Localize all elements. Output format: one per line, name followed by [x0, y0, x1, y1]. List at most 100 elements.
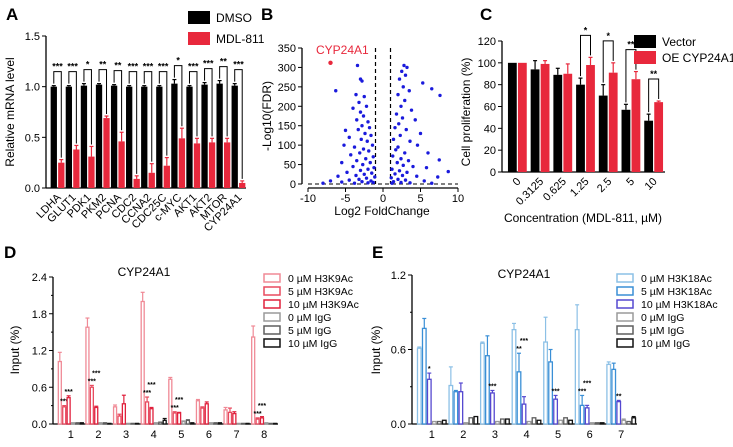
- panel-d-bar: [264, 422, 269, 425]
- panel-a-bar: [73, 149, 80, 188]
- panel-e-bar: [606, 363, 612, 425]
- panel-a-bar: [231, 85, 238, 188]
- panel-d-bar: [217, 422, 223, 425]
- panel-d-bar: [241, 422, 246, 425]
- panel-d-x-tick-label: 2: [95, 429, 101, 441]
- panel-d-bar: [236, 422, 241, 425]
- panel-e-bar: [494, 420, 500, 425]
- panel-d-legend-swatch: [263, 325, 281, 335]
- panel-a-legend-swatch: [188, 11, 210, 24]
- panel-e-legend-label: 5 µM H3K18Ac: [641, 286, 712, 298]
- panel-b-point: [367, 149, 371, 153]
- panel-e-y-tick-label: 1.2: [391, 270, 406, 282]
- panel-b-point: [415, 174, 419, 178]
- panel-e-x-tick-label: 1: [429, 429, 435, 441]
- panel-c-y-tick-label: 100: [478, 58, 496, 70]
- panel-b-point: [371, 155, 375, 159]
- panel-a-bar: [216, 83, 223, 188]
- panel-b-point: [403, 178, 408, 182]
- panel-a-bar: [186, 86, 193, 188]
- panel-c-y-tick-label: 60: [484, 102, 496, 114]
- panel-e-bar: [499, 418, 505, 425]
- panel-d-x-tick-label: 8: [261, 429, 267, 441]
- panel-b-point: [359, 137, 363, 142]
- panel-a-significance-bracket: [53, 71, 62, 158]
- panel-d-bar: [85, 326, 90, 425]
- panel-c-y-tick-label: 0: [490, 167, 496, 179]
- panel-a-significance-bracket: [219, 66, 228, 137]
- panel-a-significance: ***: [233, 60, 244, 70]
- panel-d-x-tick-label: 7: [234, 429, 240, 441]
- panel-b-point: [389, 176, 393, 180]
- panel-b-point: [415, 143, 420, 147]
- panel-b-point: [365, 139, 369, 143]
- panel-a-significance-bracket: [143, 71, 153, 162]
- panel-a-ylabel: Relative mRNA level: [3, 57, 17, 166]
- panel-d-significance: ***: [253, 411, 261, 418]
- panel-d-significance: ***: [171, 405, 179, 412]
- panel-b-point: [400, 173, 405, 178]
- panel-b-point: [351, 164, 355, 169]
- panel-d-bar: [200, 407, 205, 425]
- panel-label-c: C: [480, 5, 492, 24]
- panel-d-bar: [62, 406, 67, 425]
- panel-b-highlight-point: [328, 60, 333, 65]
- panel-c-x-tick-label: 0.625: [541, 176, 569, 204]
- panel-b-point: [352, 181, 357, 185]
- panel-b-point: [321, 181, 325, 185]
- panel-d-significance: ***: [258, 403, 266, 410]
- panel-label-b: B: [261, 5, 273, 24]
- panel-b-point: [358, 151, 362, 155]
- panel-a-y-tick-label: 1.0: [25, 82, 40, 94]
- panel-d-bar: [153, 422, 159, 425]
- panel-e-bar: [611, 368, 617, 425]
- panel-e-y-tick-label: 0.6: [391, 345, 406, 357]
- panel-b-point: [328, 179, 333, 183]
- panel-e-bar: [504, 418, 510, 425]
- panel-b-point: [400, 69, 404, 74]
- panel-b-point: [403, 98, 407, 103]
- panel-b-point: [369, 133, 373, 138]
- panel-b-point: [399, 180, 403, 185]
- panel-a-bar: [65, 86, 73, 188]
- panel-e-bar: [599, 422, 605, 425]
- panel-d-y-tick-label: 0.0: [32, 419, 47, 431]
- panel-d-bar: [273, 422, 278, 425]
- panel-d-bar: [70, 422, 76, 425]
- panel-c-bar: [563, 73, 573, 172]
- panel-d-bar: [79, 422, 84, 425]
- panel-a-bar: [163, 165, 170, 188]
- panel-d-legend-swatch: [263, 286, 281, 296]
- panel-b-y-tick-label: 200: [278, 101, 296, 113]
- panel-d-bar: [227, 411, 233, 425]
- panel-b-point: [403, 151, 407, 155]
- panel-e-x-tick-label: 4: [523, 429, 529, 441]
- panel-d-bar: [245, 422, 250, 425]
- panel-c-legend-label: OE CYP24A1: [662, 51, 733, 65]
- panel-label-d: D: [4, 243, 16, 262]
- panel-a-bar: [193, 143, 201, 188]
- panel-d-bar: [232, 412, 237, 425]
- panel-c-legend-label: Vector: [662, 35, 696, 49]
- panel-d-bar: [176, 412, 182, 425]
- panel-e-legend-label: 0 µM IgG: [641, 312, 684, 324]
- panel-e-bar: [516, 371, 522, 425]
- panel-b-point: [446, 169, 450, 174]
- panel-c-bar: [608, 72, 618, 172]
- panel-a-bar: [126, 86, 133, 188]
- panel-d-bar: [223, 409, 228, 425]
- panel-d-bar: [259, 417, 265, 425]
- panel-b-point: [401, 85, 405, 89]
- panel-e-significance: **: [616, 393, 622, 400]
- panel-d-bar: [162, 419, 167, 425]
- panel-d-legend-label: 0 µM IgG: [288, 312, 331, 324]
- panel-e-bar: [563, 417, 569, 425]
- panel-b-point: [409, 108, 414, 112]
- panel-c-x-tick-label: 10: [643, 176, 660, 193]
- panel-a-bar: [156, 86, 163, 188]
- panel-d-bar: [168, 378, 173, 425]
- panel-a-significance: ***: [143, 62, 154, 72]
- panel-e-ylabel: Input (%): [369, 326, 383, 375]
- panel-e-bar: [458, 391, 464, 425]
- panel-a-y-tick-label: 1.5: [25, 31, 40, 43]
